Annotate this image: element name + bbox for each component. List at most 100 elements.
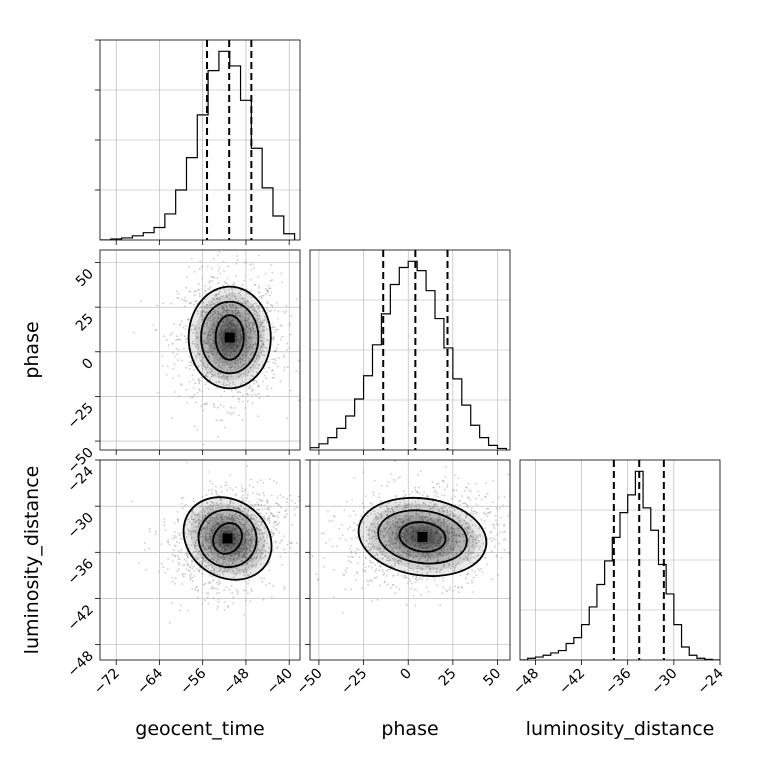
sample-point: [286, 501, 288, 504]
sample-point: [408, 519, 411, 521]
sample-point: [183, 335, 186, 338]
sample-point: [471, 591, 474, 593]
sample-point: [148, 527, 151, 530]
sample-point: [211, 326, 214, 329]
sample-point: [229, 474, 232, 477]
sample-point: [349, 544, 352, 547]
sample-point: [259, 518, 262, 520]
sample-point: [465, 577, 467, 580]
sample-point: [406, 554, 408, 557]
sample-point: [433, 579, 436, 581]
sample-point: [268, 569, 271, 572]
sample-point: [248, 579, 251, 582]
sample-point: [204, 403, 207, 406]
sample-point: [443, 506, 445, 509]
sample-point: [233, 324, 236, 327]
sample-point: [463, 490, 466, 492]
sample-point: [196, 589, 199, 592]
sample-point: [409, 580, 412, 583]
sample-point: [234, 313, 237, 315]
sample-point: [349, 547, 351, 550]
sample-point: [477, 490, 480, 493]
sample-point: [403, 520, 406, 522]
sample-point: [378, 584, 381, 587]
sample-point: [467, 557, 469, 560]
sample-point: [364, 556, 367, 559]
sample-point: [258, 356, 260, 359]
sample-point: [262, 536, 265, 539]
sample-point: [221, 571, 224, 574]
sample-point: [513, 534, 515, 536]
sample-point: [268, 582, 271, 585]
sample-point: [471, 535, 473, 537]
sample-point: [204, 539, 207, 541]
sample-point: [219, 313, 222, 316]
sample-point: [251, 245, 253, 247]
sample-point: [204, 374, 207, 376]
hist-body: [100, 40, 300, 240]
sample-point: [193, 304, 195, 306]
sample-point: [226, 311, 229, 314]
sample-point: [203, 527, 206, 529]
sample-point: [193, 500, 196, 503]
sample-point: [439, 518, 442, 521]
sample-point: [173, 363, 176, 365]
sample-point: [186, 556, 189, 559]
sample-point: [138, 562, 141, 565]
sample-point: [248, 574, 251, 577]
sample-point: [449, 513, 452, 516]
sample-point: [182, 496, 185, 499]
sample-point: [251, 375, 254, 378]
sample-point: [385, 505, 388, 508]
sample-point: [222, 525, 225, 528]
sample-point: [157, 570, 160, 573]
sample-point: [251, 558, 253, 561]
sample-point: [223, 354, 225, 357]
contour-line: [377, 509, 468, 565]
sample-point: [172, 549, 175, 551]
sample-point: [207, 287, 209, 290]
sample-point: [229, 319, 232, 321]
sample-point: [370, 600, 373, 602]
sample-point: [227, 375, 230, 378]
sample-point: [384, 510, 387, 513]
sample-point: [418, 492, 421, 495]
sample-point: [242, 523, 245, 526]
contour-line: [200, 300, 260, 375]
sample-point: [375, 576, 378, 579]
sample-point: [388, 543, 391, 546]
sample-point: [415, 527, 417, 530]
sample-point: [517, 557, 519, 559]
sample-point: [210, 315, 212, 317]
sample-point: [189, 521, 191, 523]
sample-point: [213, 510, 215, 512]
sample-point: [241, 419, 244, 421]
sample-point: [399, 518, 402, 521]
sample-point: [212, 597, 215, 600]
sample-point: [209, 504, 212, 507]
sample-point: [218, 513, 221, 515]
sample-point: [247, 507, 250, 510]
sample-point: [426, 542, 428, 545]
sample-point: [212, 257, 215, 260]
sample-point: [202, 508, 205, 511]
sample-point: [244, 599, 247, 602]
sample-point: [249, 504, 252, 506]
sample-point: [195, 300, 198, 302]
sample-point: [229, 369, 232, 372]
sample-point: [457, 562, 459, 565]
sample-point: [238, 324, 240, 327]
sample-point: [243, 574, 245, 576]
sample-point: [177, 521, 180, 523]
sample-point: [250, 536, 253, 538]
sample-point: [191, 374, 194, 377]
sample-point: [442, 579, 445, 582]
sample-point: [244, 333, 247, 335]
sample-point: [406, 506, 408, 509]
sample-point: [256, 355, 258, 357]
sample-point: [414, 537, 417, 540]
sample-point: [267, 309, 269, 312]
sample-point: [202, 545, 205, 547]
sample-point: [212, 316, 214, 319]
x-axis-label-geocent-time: geocent_time: [135, 718, 264, 740]
